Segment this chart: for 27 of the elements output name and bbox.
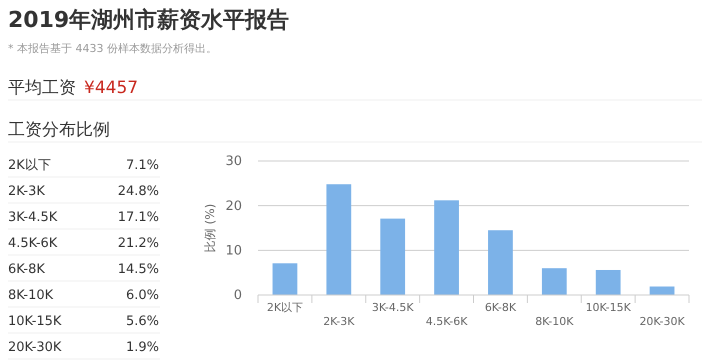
x-tick-label: 8K-10K (535, 315, 574, 328)
bar (434, 200, 459, 295)
x-tick-label: 6K-8K (484, 300, 517, 314)
text: 平均工资 (8, 78, 76, 98)
value-table: 2K以下 7.1% 2K-3K 24.8% 3K-4.5K 17.1% 4.5K-6K 21.2% 6K-8K 14.5% 8K-10K 6.0% 10K-15K 5.6% 20K-30K 1.9% (8, 158, 160, 360)
y-tick-label: 30 (225, 154, 242, 170)
bar (596, 270, 621, 295)
x-tick-label: 2K以下 (266, 300, 304, 314)
bar (326, 184, 352, 295)
x-tick-label: 10K-15K (586, 300, 632, 314)
x-tick-label: 4.5K-6K (426, 315, 468, 328)
x-tick-label: 3K-4.5K (372, 300, 414, 314)
y-tick-label: 0 (234, 288, 242, 304)
bar (542, 268, 567, 295)
y-tick-label: 10 (225, 243, 242, 258)
bar (650, 286, 674, 295)
x-tick-label: 2K-3K (323, 315, 356, 328)
y-axis-title: 比例 (%) (203, 204, 217, 252)
bar (380, 218, 406, 295)
text: ¥4457 (84, 78, 138, 98)
x-tick-label: 20K-30K (639, 315, 686, 328)
y-tick-label: 20 (225, 198, 242, 214)
text: * 本报告基于 4433 份样本数据分析得出。 (8, 42, 217, 55)
bar (488, 230, 513, 295)
bar (272, 263, 298, 295)
chart-title: 2019年湖州市薪资水平报告 (8, 7, 290, 33)
text: 工资分布比例 (8, 120, 110, 140)
